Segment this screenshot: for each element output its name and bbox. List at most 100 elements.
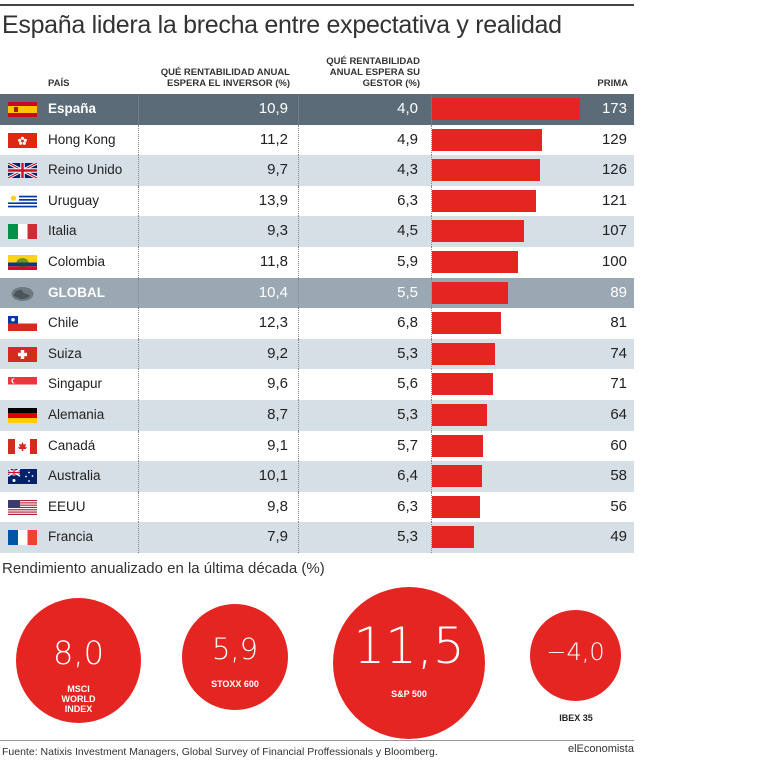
prima-value: 56 (610, 497, 627, 515)
prima-value: 60 (610, 436, 627, 454)
globe-flag-icon (11, 286, 34, 301)
column-divider (298, 461, 299, 492)
prima-bar (432, 128, 543, 151)
table-row: Australia 10,1 6,4 58 (0, 461, 634, 492)
prima-bar (432, 159, 540, 182)
column-divider (298, 155, 299, 186)
country-name: Suiza (48, 345, 82, 361)
column-divider (431, 216, 432, 247)
table-row: Suiza 9,2 5,3 74 (0, 338, 634, 370)
column-divider (138, 461, 139, 492)
country-name: Colombia (48, 253, 106, 269)
bubble-label: S&P 500 (391, 689, 427, 699)
chart-title: España lidera la brecha entre expectativ… (2, 11, 562, 39)
usa-flag-icon (8, 499, 37, 515)
prima-bar (432, 342, 496, 365)
hongkong-flag-icon (8, 132, 37, 148)
bubble-subtitle: Rendimiento anualizado en la última déca… (2, 560, 325, 577)
spain-flag-icon (8, 102, 37, 117)
manager-expectation: 4,0 (397, 100, 418, 117)
column-divider (298, 491, 299, 523)
investor-expectation: 10,9 (258, 100, 288, 117)
column-divider (298, 185, 299, 217)
table-row: Uruguay 13,9 6,3 121 (0, 185, 634, 217)
prima-bar (432, 434, 484, 457)
country-name: GLOBAL (48, 284, 105, 300)
column-divider (298, 277, 299, 309)
column-divider (431, 522, 432, 553)
bubble-label: MSCI WORLD INDEX (61, 684, 96, 714)
source-note: Fuente: Natixis Investment Managers, Glo… (2, 746, 438, 758)
table-row: Chile 12,3 6,8 81 (0, 308, 634, 339)
investor-expectation: 13,9 (258, 191, 288, 209)
canada-flag-icon (8, 438, 37, 454)
france-flag-icon (8, 530, 37, 546)
prima-bar (432, 312, 502, 335)
manager-expectation: 4,9 (397, 130, 418, 148)
manager-expectation: 6,3 (397, 497, 418, 515)
colombia-flag-icon (8, 254, 37, 270)
column-divider (138, 124, 139, 156)
switzerland-flag-icon (8, 346, 37, 362)
column-divider (431, 491, 432, 523)
prima-bar (432, 189, 536, 212)
column-divider (298, 399, 299, 431)
column-divider (138, 94, 139, 125)
manager-expectation: 5,3 (397, 405, 418, 423)
column-divider (138, 308, 139, 339)
prima-value: 71 (610, 375, 627, 393)
table-row: Hong Kong 11,2 4,9 129 (0, 124, 634, 156)
table-row: EEUU 9,8 6,3 56 (0, 491, 634, 523)
prima-value: 100 (601, 252, 627, 270)
bubble-value: 11,5 (353, 617, 465, 675)
table-row: GLOBAL 10,4 5,5 89 (0, 277, 634, 309)
column-divider (138, 155, 139, 186)
column-divider (138, 246, 139, 278)
country-name: España (48, 101, 97, 116)
investor-expectation: 9,3 (267, 222, 288, 240)
investor-expectation: 10,1 (258, 467, 288, 485)
table-row: Alemania 8,7 5,3 64 (0, 399, 634, 431)
bubble-value: 8,0 (53, 634, 104, 672)
prima-value: 58 (610, 467, 627, 485)
country-name: Francia (48, 529, 94, 545)
manager-expectation: 5,3 (397, 344, 418, 362)
column-divider (431, 277, 432, 309)
column-divider (138, 338, 139, 370)
table-row: Singapur 9,6 5,6 71 (0, 369, 634, 400)
column-divider (138, 430, 139, 462)
country-name: Canadá (48, 437, 96, 453)
prima-bar (432, 373, 493, 396)
manager-expectation: 5,9 (397, 252, 418, 270)
header-gestor: QUÉ RENTABILIDAD ANUAL ESPERA SU GESTOR … (326, 56, 420, 89)
manager-expectation: 4,3 (397, 161, 418, 179)
country-name: EEUU (48, 498, 86, 514)
column-divider (298, 522, 299, 553)
bubble-sp-500: 11,5 S&P 500 (333, 587, 485, 739)
column-divider (431, 308, 432, 339)
manager-expectation: 5,6 (397, 375, 418, 393)
investor-expectation: 9,7 (267, 161, 288, 179)
investor-expectation: 11,2 (259, 130, 288, 148)
column-divider (431, 155, 432, 186)
singapore-flag-icon (8, 377, 37, 393)
brand-logo: elEconomista (567, 743, 634, 755)
column-divider (431, 185, 432, 217)
bubble-value: 5,9 (211, 632, 259, 666)
column-divider (138, 369, 139, 400)
column-divider (298, 369, 299, 400)
prima-value: 49 (610, 528, 627, 546)
country-name: Uruguay (48, 192, 100, 208)
column-divider (138, 277, 139, 309)
country-name: Singapur (48, 376, 103, 392)
table-row: España 10,9 4,0 173 (0, 94, 634, 125)
manager-expectation: 4,5 (397, 222, 418, 240)
investor-expectation: 9,2 (267, 344, 288, 362)
column-divider (138, 185, 139, 217)
country-name: Australia (48, 468, 101, 484)
uk-flag-icon (8, 163, 37, 179)
prima-value: 126 (601, 161, 627, 179)
table-row: Italia 9,3 4,5 107 (0, 216, 634, 247)
column-divider (431, 430, 432, 462)
manager-expectation: 6,3 (397, 191, 418, 209)
